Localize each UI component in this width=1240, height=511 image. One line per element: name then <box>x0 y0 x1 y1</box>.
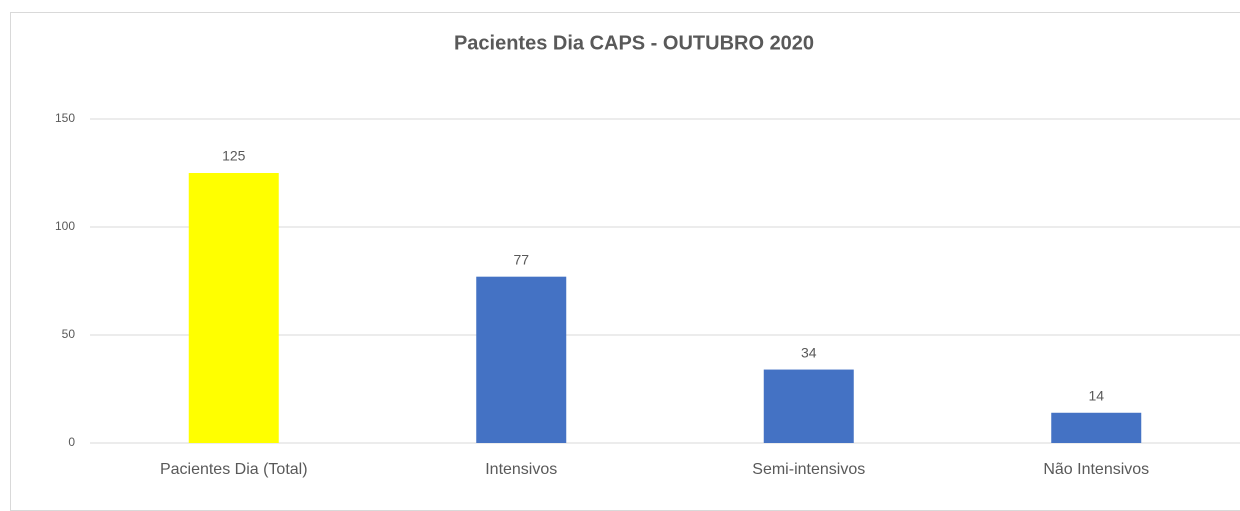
bar <box>188 173 279 443</box>
data-label: 14 <box>1088 387 1104 403</box>
bar <box>763 369 854 443</box>
y-tick-label: 0 <box>68 435 75 449</box>
chart-title: Pacientes Dia CAPS - OUTUBRO 2020 <box>454 32 814 54</box>
data-label: 125 <box>222 148 246 164</box>
bar <box>476 276 567 443</box>
data-label: 77 <box>513 251 529 267</box>
x-tick-label: Pacientes Dia (Total) <box>160 461 308 478</box>
x-tick-label: Intensivos <box>485 461 557 478</box>
x-tick-label: Não Intensivos <box>1043 461 1149 478</box>
y-tick-label: 50 <box>62 327 76 341</box>
y-tick-label: 150 <box>55 111 75 125</box>
data-label: 34 <box>801 344 817 360</box>
y-tick-label: 100 <box>55 219 75 233</box>
bar <box>1051 412 1142 443</box>
x-tick-label: Semi-intensivos <box>752 461 865 478</box>
